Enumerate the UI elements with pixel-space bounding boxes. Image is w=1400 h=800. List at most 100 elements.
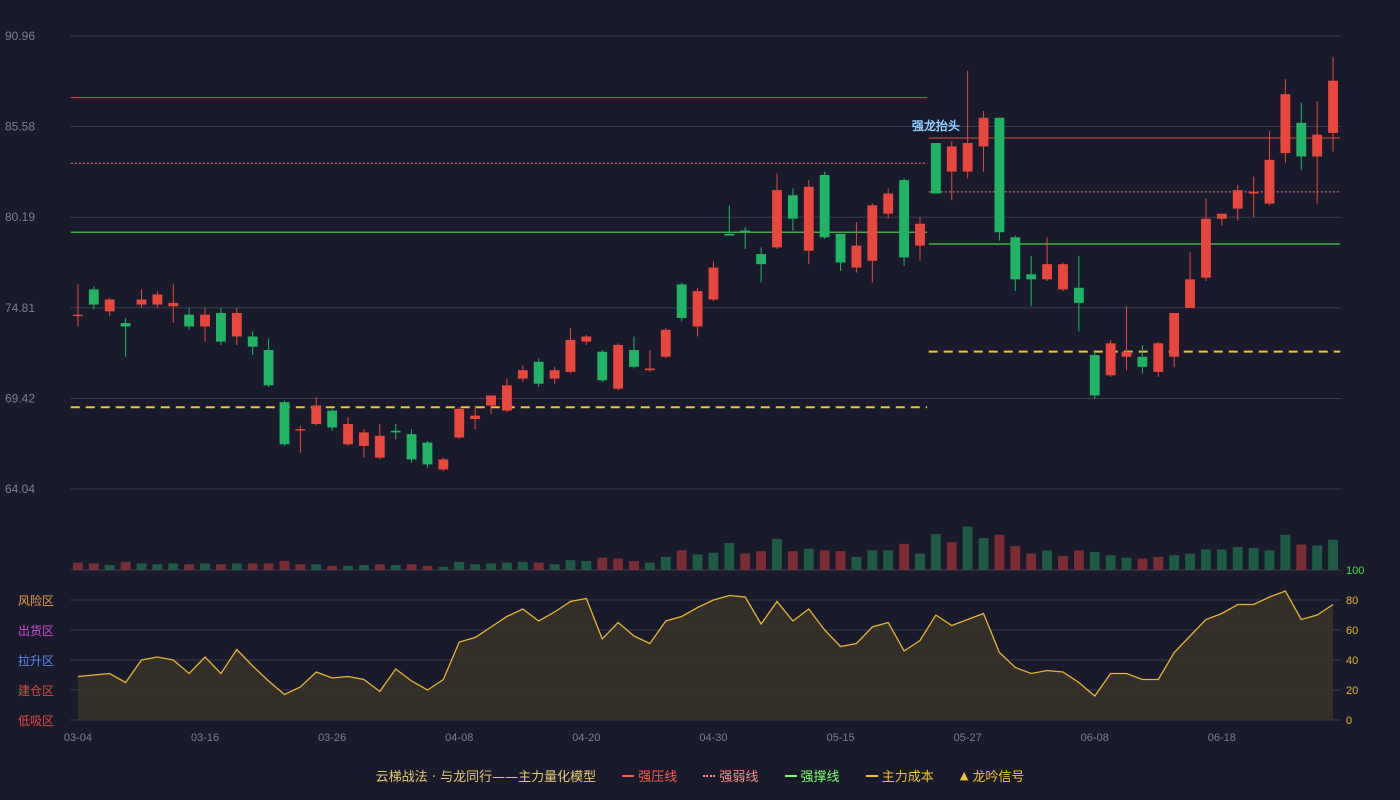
candle	[1026, 255, 1037, 307]
volume-bar	[803, 548, 814, 570]
oscillator-tick-label: 20	[1346, 685, 1358, 697]
candle-body	[1248, 191, 1259, 194]
candle	[994, 117, 1005, 241]
x-tick-label: 03-16	[191, 732, 219, 744]
candle	[660, 328, 671, 359]
candle	[501, 378, 512, 413]
candle	[358, 429, 369, 458]
volume-bar	[295, 564, 306, 570]
x-tick-label: 03-26	[318, 732, 346, 744]
candle	[708, 260, 719, 302]
zone-ship-label: 出货区	[17, 624, 54, 638]
candle	[1058, 262, 1068, 292]
candle-body	[978, 117, 989, 147]
candle	[613, 343, 624, 391]
legend-item-weak[interactable]: 强弱线	[703, 766, 758, 785]
candle	[152, 291, 163, 308]
candle	[73, 284, 83, 327]
pressure-line-icon	[622, 774, 635, 777]
price-tick-label: 80.19	[5, 210, 35, 224]
zone-lift-label: 拉升区	[17, 654, 54, 668]
volume-bar	[390, 565, 401, 570]
candle-body	[565, 339, 576, 372]
price-tick-label: 85.58	[5, 120, 35, 134]
volume-bar	[851, 556, 862, 570]
volume-bar	[1073, 550, 1084, 570]
candle	[1216, 213, 1227, 226]
candle	[724, 205, 735, 236]
volume-bar	[358, 565, 369, 570]
candle-body	[629, 350, 639, 367]
volume-bar	[1232, 547, 1243, 570]
candle-body	[295, 429, 306, 431]
volume-bar	[772, 538, 782, 570]
legend-label-signal: 龙吟信号	[972, 770, 1025, 785]
candle	[1089, 351, 1100, 399]
candle-body	[470, 415, 481, 419]
candle-body	[1137, 356, 1148, 367]
candle-body	[343, 424, 353, 445]
candle	[120, 318, 131, 357]
candle	[787, 188, 798, 231]
candle	[1312, 100, 1323, 204]
candle-body	[1073, 287, 1084, 303]
candle-body	[803, 186, 814, 251]
x-tick-label: 04-30	[699, 732, 727, 744]
oscillator-area	[77, 591, 1334, 720]
oscillator-tick-label: 40	[1346, 655, 1358, 667]
x-tick-label: 04-20	[572, 732, 600, 744]
oscillator-tick-label: 0	[1346, 715, 1352, 727]
candle	[692, 287, 703, 337]
candle-body	[73, 314, 83, 317]
candle	[184, 307, 195, 330]
candle	[1201, 198, 1211, 282]
candle-body	[501, 385, 512, 411]
candle-body	[930, 143, 941, 194]
candle-body	[899, 180, 910, 258]
candle	[136, 289, 147, 308]
candle-body	[184, 314, 195, 327]
legend-item-cost[interactable]: 主力成本	[865, 766, 934, 785]
oscillator-tick-label: 60	[1346, 625, 1358, 637]
candle	[803, 180, 814, 265]
candle	[549, 366, 560, 384]
candle	[835, 233, 846, 271]
candle	[1169, 312, 1180, 367]
volume-bar	[73, 562, 83, 570]
candle-body	[152, 294, 163, 305]
triangle-icon: ▲	[959, 769, 969, 782]
oscillator-line	[77, 590, 1334, 697]
candle-body	[454, 408, 465, 438]
legend-title: 云梯战法 · 与龙同行——主力量化模型	[375, 770, 597, 785]
price-tick-label: 64.04	[5, 482, 35, 496]
candle	[168, 284, 179, 324]
volume-bar	[978, 538, 989, 570]
candle-body	[1105, 343, 1116, 376]
candle	[1232, 185, 1243, 221]
volume-bar	[216, 564, 226, 570]
legend-item-signal[interactable]: ▲ 龙吟信号	[960, 766, 1024, 785]
candle-body	[1185, 279, 1195, 308]
candle-body	[120, 323, 131, 327]
candle	[1073, 255, 1084, 332]
volume-bar	[311, 564, 322, 570]
candle-body	[533, 361, 544, 384]
candle	[867, 203, 878, 283]
candle	[1264, 131, 1275, 206]
candle-body	[390, 430, 401, 433]
candle-body	[851, 245, 862, 268]
candle-body	[247, 336, 258, 347]
volume-bar	[231, 563, 242, 570]
x-tick-label: 06-18	[1208, 732, 1236, 744]
x-tick-label: 06-08	[1081, 732, 1109, 744]
legend-item-pressure[interactable]: 强压线	[622, 766, 677, 785]
candle-body	[231, 312, 242, 337]
candle	[883, 188, 894, 219]
candle	[247, 331, 258, 356]
candle	[581, 334, 592, 345]
legend-label-weak: 强弱线	[719, 770, 759, 785]
candle	[597, 350, 608, 382]
volume-bar	[168, 563, 179, 570]
volume-bar	[1137, 558, 1148, 570]
legend-item-support[interactable]: 强撑线	[784, 766, 840, 785]
